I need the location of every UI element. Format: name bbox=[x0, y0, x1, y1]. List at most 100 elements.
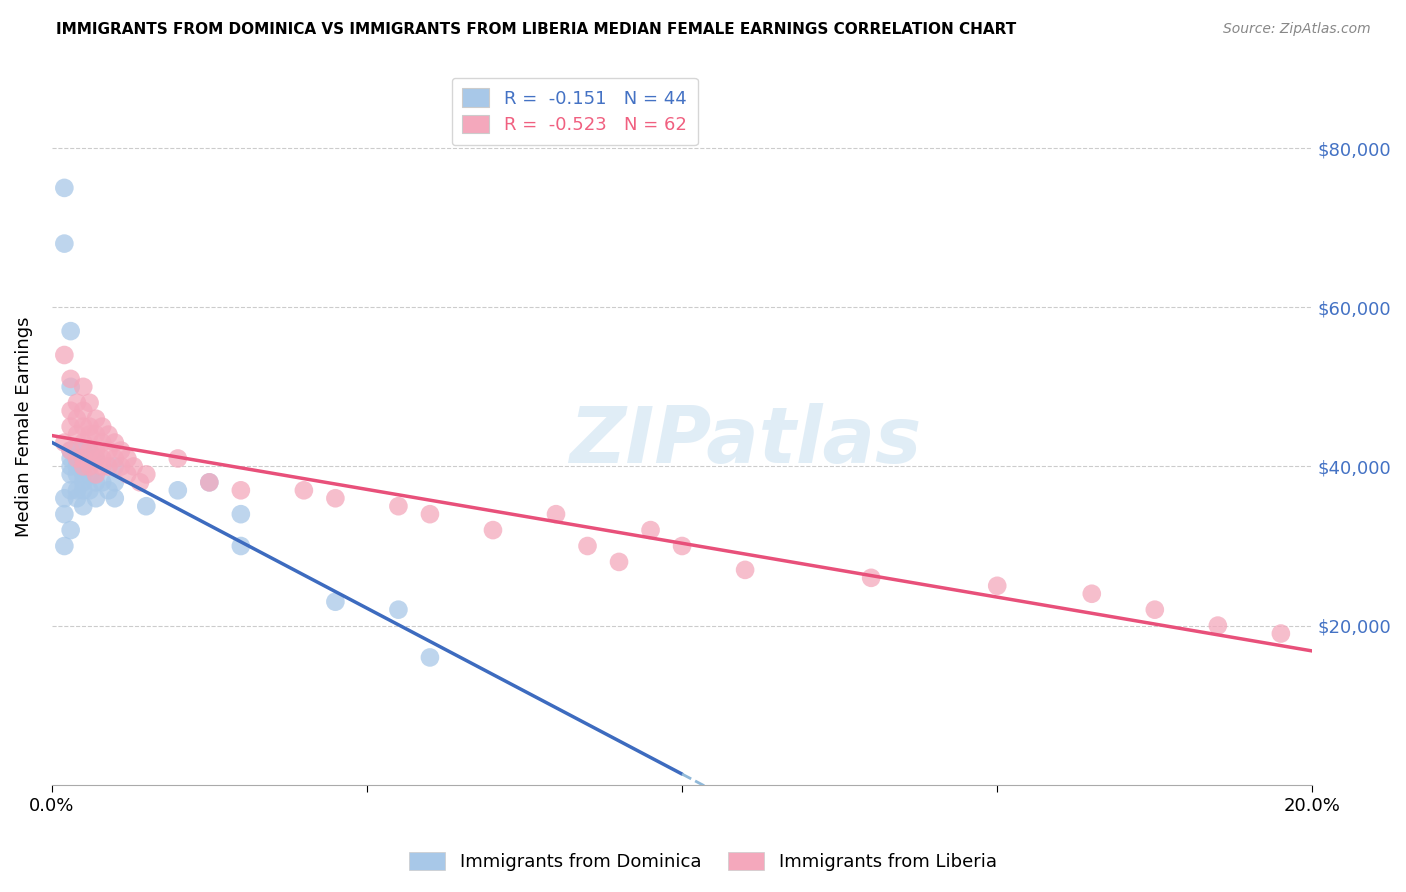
Point bbox=[576, 539, 599, 553]
Text: ZIPatlas: ZIPatlas bbox=[569, 403, 921, 479]
Point bbox=[66, 411, 89, 425]
Point bbox=[53, 435, 76, 450]
Point bbox=[986, 579, 1008, 593]
Point bbox=[387, 500, 409, 514]
Point bbox=[91, 459, 114, 474]
Point bbox=[544, 507, 567, 521]
Point bbox=[59, 451, 82, 466]
Point bbox=[419, 650, 441, 665]
Legend: R =  -0.151   N = 44, R =  -0.523   N = 62: R = -0.151 N = 44, R = -0.523 N = 62 bbox=[451, 78, 697, 145]
Point bbox=[66, 467, 89, 482]
Point bbox=[59, 403, 82, 417]
Point bbox=[72, 475, 94, 490]
Point bbox=[59, 372, 82, 386]
Point bbox=[1081, 587, 1104, 601]
Point bbox=[59, 443, 82, 458]
Point bbox=[59, 443, 82, 458]
Point bbox=[607, 555, 630, 569]
Point bbox=[79, 427, 101, 442]
Point bbox=[59, 459, 82, 474]
Point bbox=[325, 491, 347, 506]
Point bbox=[91, 435, 114, 450]
Point bbox=[97, 443, 120, 458]
Point bbox=[84, 467, 107, 482]
Point bbox=[104, 451, 127, 466]
Point bbox=[135, 467, 157, 482]
Point bbox=[79, 483, 101, 498]
Point bbox=[97, 427, 120, 442]
Point bbox=[1143, 602, 1166, 616]
Point bbox=[53, 348, 76, 362]
Point bbox=[129, 475, 152, 490]
Point bbox=[198, 475, 221, 490]
Point bbox=[110, 443, 132, 458]
Point bbox=[66, 396, 89, 410]
Point bbox=[104, 459, 127, 474]
Point bbox=[59, 467, 82, 482]
Point bbox=[72, 500, 94, 514]
Point bbox=[79, 459, 101, 474]
Point bbox=[122, 459, 145, 474]
Point bbox=[117, 451, 139, 466]
Point bbox=[59, 483, 82, 498]
Point bbox=[72, 459, 94, 474]
Point bbox=[53, 491, 76, 506]
Point bbox=[292, 483, 315, 498]
Point bbox=[91, 419, 114, 434]
Point bbox=[72, 419, 94, 434]
Point bbox=[66, 451, 89, 466]
Point bbox=[79, 419, 101, 434]
Point bbox=[84, 491, 107, 506]
Point bbox=[84, 451, 107, 466]
Point bbox=[734, 563, 756, 577]
Point bbox=[66, 459, 89, 474]
Point bbox=[229, 507, 252, 521]
Point bbox=[671, 539, 693, 553]
Point bbox=[53, 181, 76, 195]
Point bbox=[59, 523, 82, 537]
Point bbox=[72, 403, 94, 417]
Point bbox=[79, 467, 101, 482]
Point bbox=[59, 419, 82, 434]
Text: Source: ZipAtlas.com: Source: ZipAtlas.com bbox=[1223, 22, 1371, 37]
Point bbox=[117, 467, 139, 482]
Point bbox=[72, 443, 94, 458]
Point bbox=[110, 459, 132, 474]
Point bbox=[59, 324, 82, 338]
Point bbox=[198, 475, 221, 490]
Point bbox=[53, 236, 76, 251]
Point bbox=[72, 483, 94, 498]
Point bbox=[72, 435, 94, 450]
Point bbox=[66, 451, 89, 466]
Point bbox=[84, 475, 107, 490]
Point bbox=[97, 483, 120, 498]
Point bbox=[66, 483, 89, 498]
Point bbox=[104, 491, 127, 506]
Point bbox=[1206, 618, 1229, 632]
Point bbox=[84, 451, 107, 466]
Point bbox=[84, 411, 107, 425]
Point bbox=[104, 435, 127, 450]
Point bbox=[53, 539, 76, 553]
Point bbox=[419, 507, 441, 521]
Point bbox=[72, 467, 94, 482]
Point bbox=[84, 427, 107, 442]
Point bbox=[387, 602, 409, 616]
Text: IMMIGRANTS FROM DOMINICA VS IMMIGRANTS FROM LIBERIA MEDIAN FEMALE EARNINGS CORRE: IMMIGRANTS FROM DOMINICA VS IMMIGRANTS F… bbox=[56, 22, 1017, 37]
Point bbox=[229, 539, 252, 553]
Point bbox=[72, 380, 94, 394]
Point bbox=[59, 380, 82, 394]
Point bbox=[1270, 626, 1292, 640]
Point bbox=[166, 451, 188, 466]
Point bbox=[91, 451, 114, 466]
Y-axis label: Median Female Earnings: Median Female Earnings bbox=[15, 317, 32, 537]
Point bbox=[72, 451, 94, 466]
Point bbox=[166, 483, 188, 498]
Point bbox=[66, 427, 89, 442]
Point bbox=[79, 443, 101, 458]
Point bbox=[135, 500, 157, 514]
Point bbox=[84, 443, 107, 458]
Point bbox=[325, 595, 347, 609]
Point bbox=[91, 475, 114, 490]
Point bbox=[72, 459, 94, 474]
